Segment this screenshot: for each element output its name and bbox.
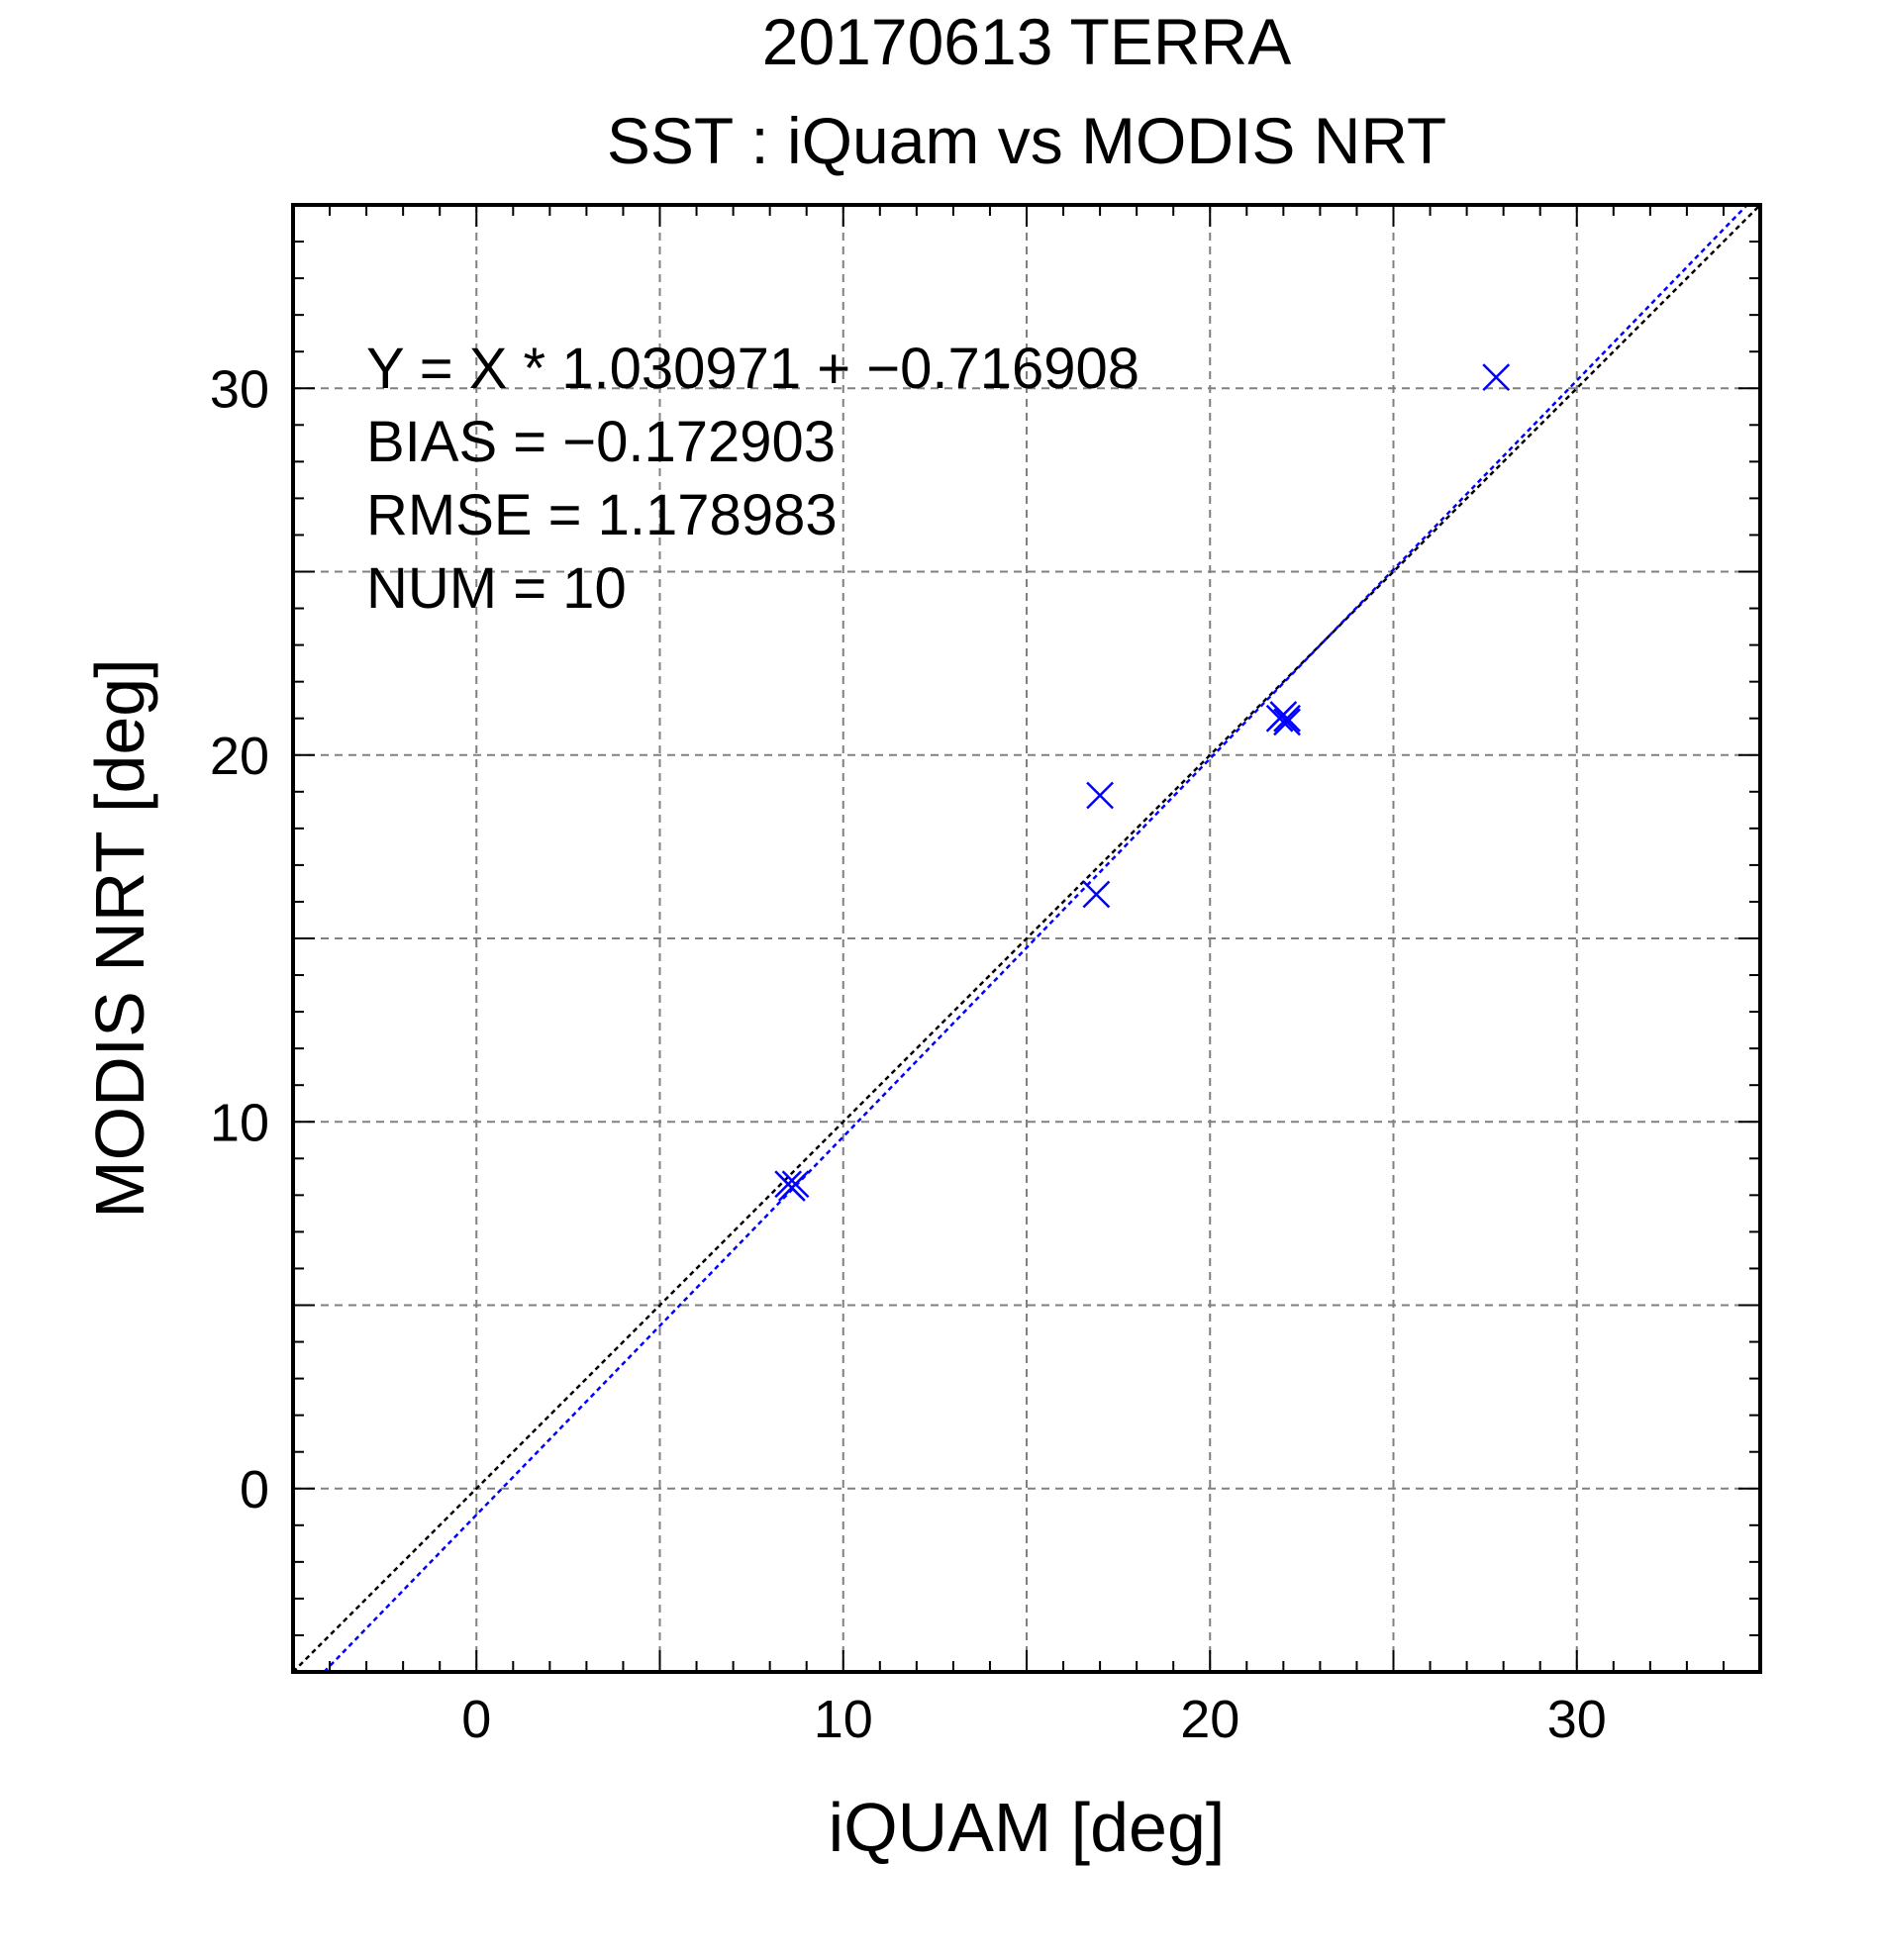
- x-tick-label: 30: [1547, 1690, 1607, 1749]
- rmse-value: RMSE = 1.178983: [366, 483, 838, 547]
- data-point: [1482, 363, 1511, 392]
- y-tick-label: 0: [240, 1460, 269, 1519]
- y-axis-label: MODIS NRT [deg]: [81, 658, 158, 1218]
- stats-annotations: Y = X * 1.030971 + −0.716908 BIAS = −0.1…: [366, 337, 1139, 621]
- bias-value: BIAS = −0.172903: [366, 410, 836, 474]
- data-point: [1273, 708, 1301, 736]
- data-point: [1273, 704, 1301, 733]
- x-tick-label: 20: [1180, 1690, 1239, 1749]
- data-point-stroke: [1482, 363, 1511, 392]
- chart-title: 20170613 TERRA: [762, 5, 1291, 78]
- x-axis-label: iQUAM [deg]: [829, 1789, 1226, 1866]
- data-point: [1082, 880, 1111, 909]
- axis-ticks: [292, 204, 1761, 1673]
- regression-equation: Y = X * 1.030971 + −0.716908: [366, 337, 1139, 401]
- data-points: [774, 363, 1511, 1202]
- y-tick-label: 10: [210, 1093, 269, 1152]
- num-value: NUM = 10: [366, 556, 627, 621]
- data-point-stroke: [1086, 781, 1114, 810]
- x-tick-label: 10: [814, 1690, 873, 1749]
- data-point-stroke: [781, 1170, 810, 1199]
- grid: [293, 205, 1760, 1672]
- y-tick-labels: 0 10 20 30: [210, 359, 269, 1519]
- identity-line: [293, 205, 1760, 1672]
- data-point: [781, 1170, 810, 1199]
- y-tick-label: 30: [210, 359, 269, 419]
- data-point: [1086, 781, 1114, 810]
- chart-subtitle: SST : iQuam vs MODIS NRT: [607, 104, 1446, 177]
- x-tick-label: 0: [461, 1690, 491, 1749]
- x-tick-labels: 0 10 20 30: [461, 1690, 1607, 1749]
- data-point-stroke: [1273, 708, 1301, 736]
- regression-line: [322, 205, 1749, 1672]
- data-point-stroke: [1273, 704, 1301, 733]
- y-tick-label: 20: [210, 727, 269, 786]
- reference-lines: [293, 205, 1760, 1672]
- data-point-stroke: [1082, 880, 1111, 909]
